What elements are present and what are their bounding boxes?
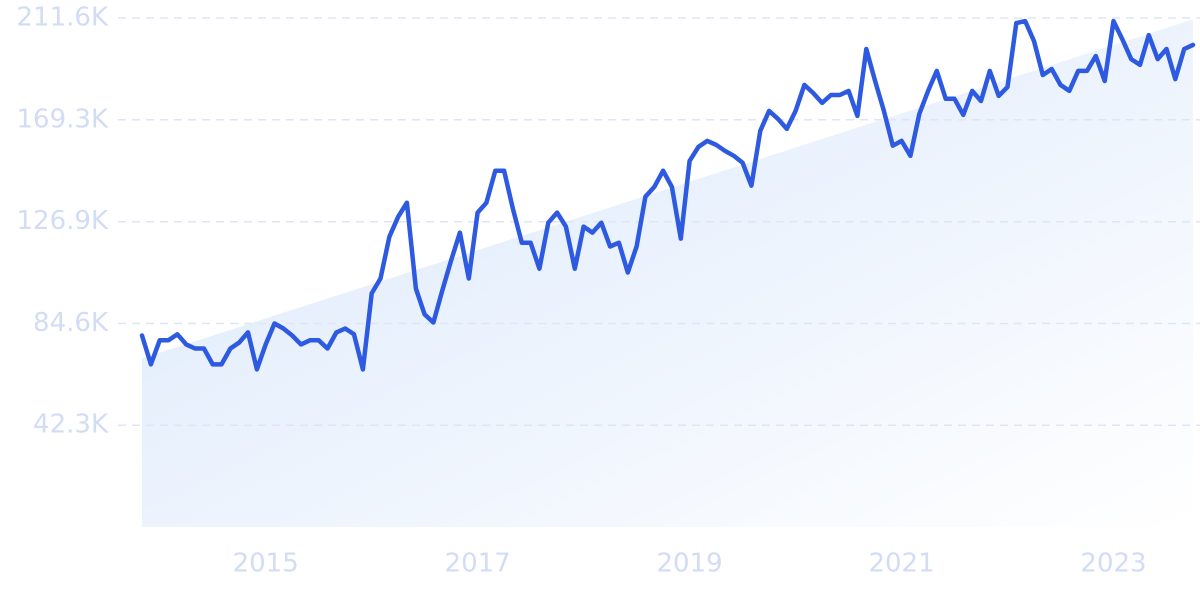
x-tick-label: 2015 [233,549,299,579]
x-tick-label: 2017 [445,549,511,579]
x-tick-label: 2023 [1080,549,1146,579]
y-tick-label: 169.3K [17,104,109,134]
x-tick-label: 2021 [868,549,934,579]
y-tick-label: 126.9K [17,206,109,236]
x-tick-label: 2019 [657,549,723,579]
y-tick-label: 211.6K [17,3,109,33]
trend-area [142,19,1193,528]
y-tick-label: 42.3K [33,410,109,440]
y-tick-label: 84.6K [33,308,109,338]
data-line [139,18,1196,372]
